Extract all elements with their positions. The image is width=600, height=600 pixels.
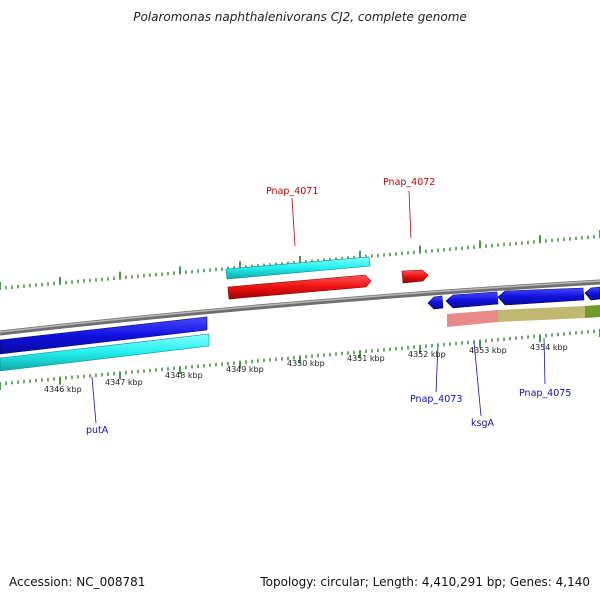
feature-green — [585, 305, 600, 318]
cds-pnap-4072 — [401, 269, 429, 284]
kbp-label-4346: 4346 kbp — [44, 385, 82, 394]
cds-pnap-4071 — [227, 274, 372, 300]
cds-puta — [0, 316, 208, 355]
topology-summary: Topology: circular; Length: 4,410,291 bp… — [260, 575, 590, 589]
gene-pnap-4071 — [225, 256, 371, 280]
feature-strip — [447, 305, 600, 327]
gene-label-pnap-4072: Pnap_4072 — [383, 177, 435, 188]
kbp-label-4350: 4350 kbp — [287, 359, 325, 368]
gene-label-pnap-4073: Pnap_4073 — [410, 394, 462, 405]
cds-next — [584, 286, 600, 301]
feature-olive — [498, 306, 585, 322]
feature-pink — [447, 310, 498, 327]
kbp-label-4354: 4354 kbp — [530, 343, 568, 352]
cds-pnap-4075 — [497, 287, 585, 306]
gene-label-ksga: ksgA — [471, 418, 494, 429]
leader-pnap-4071 — [291, 197, 296, 247]
kbp-label-4351: 4351 kbp — [347, 354, 385, 363]
leader-ksga — [473, 341, 482, 417]
cds-ksga — [445, 291, 499, 309]
kbp-label-4352: 4352 kbp — [408, 350, 446, 359]
gene-label-pnap-4071: Pnap_4071 — [266, 186, 318, 197]
gene-label-pnap-4075: Pnap_4075 — [519, 388, 571, 399]
gene-puta — [0, 333, 210, 372]
map-title: Polaromonas naphthalenivorans CJ2, compl… — [133, 10, 467, 24]
kbp-label-4347: 4347 kbp — [105, 378, 143, 387]
leader-puta — [91, 376, 97, 424]
genome-backbone — [0, 279, 600, 336]
gene-label-puta: putA — [86, 425, 109, 436]
leader-pnap-4072 — [408, 190, 412, 239]
leader-pnap-4073 — [435, 344, 439, 393]
cds-pnap-4073 — [427, 295, 444, 310]
kbp-label-4353: 4353 kbp — [469, 346, 507, 355]
kbp-label-4349: 4349 kbp — [226, 365, 264, 374]
leader-pnap-4075 — [543, 337, 546, 385]
accession-text: Accession: NC_008781 — [9, 575, 146, 589]
kbp-label-4348: 4348 kbp — [165, 371, 203, 380]
